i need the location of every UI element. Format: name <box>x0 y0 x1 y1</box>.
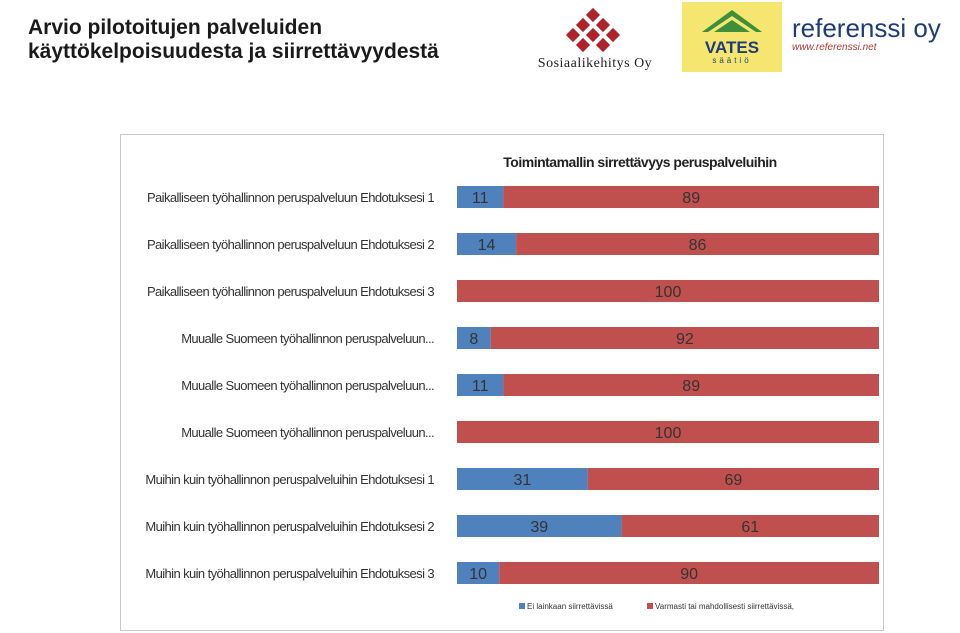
vates-logo: VATES säätiö <box>682 2 782 72</box>
bar-segment-not-transferable <box>457 468 588 490</box>
bar-segment-not-transferable <box>457 186 504 208</box>
bar-segment-not-transferable <box>457 562 500 584</box>
data-label: 100 <box>655 425 682 442</box>
bar-segment-transferable <box>587 468 879 490</box>
sosiaalikehitys-name: Sosiaalikehitys Oy <box>537 56 653 71</box>
data-label: 11 <box>472 378 489 395</box>
data-label: 39 <box>530 519 548 536</box>
data-label: 11 <box>472 190 489 207</box>
category-label: Paikalliseen työhallinnon peruspalveluun… <box>147 237 434 252</box>
category-label: Muihin kuin työhallinnon peruspalveluihi… <box>145 472 434 487</box>
vates-roof-icon <box>702 10 762 32</box>
bar-segment-transferable <box>457 280 879 302</box>
referenssi-url: www.referenssi.net <box>792 42 877 53</box>
category-label: Muualle Suomeen työhallinnon peruspalvel… <box>181 331 434 346</box>
category-label: Muualle Suomeen työhallinnon peruspalvel… <box>181 425 434 440</box>
legend-swatch <box>519 603 525 609</box>
data-label: 89 <box>682 190 700 207</box>
referenssi-logo: referenssi oy www.referenssi.net <box>792 14 952 64</box>
chart-title: Toimintamallin sirrettävyys peruspalvelu… <box>503 154 776 170</box>
legend-label: Varmasti tai mahdollisesti siirrettäviss… <box>655 602 794 611</box>
data-label: 69 <box>725 472 743 489</box>
data-label: 61 <box>741 519 759 536</box>
slide-title-line1: Arvio pilotoitujen palveluiden <box>28 16 323 39</box>
chart-frame: Toimintamallin sirrettävyys peruspalvelu… <box>120 134 884 631</box>
sosiaalikehitys-logo: Sosiaalikehitys Oy <box>528 6 662 72</box>
data-label: 100 <box>655 284 682 301</box>
data-label: 89 <box>682 378 700 395</box>
legend-swatch <box>647 603 653 609</box>
category-label: Muihin kuin työhallinnon peruspalveluihi… <box>145 519 434 534</box>
referenssi-name: referenssi oy <box>792 13 941 43</box>
category-label: Muualle Suomeen työhallinnon peruspalvel… <box>181 378 434 393</box>
slide-title-line2: käyttökelpoisuudesta ja siirrettävyydest… <box>28 40 439 63</box>
bar-segment-transferable <box>490 327 879 349</box>
category-label: Paikalliseen työhallinnon peruspalveluun… <box>147 284 434 299</box>
data-label: 10 <box>469 566 487 583</box>
bar-segment-transferable <box>621 515 879 537</box>
category-label: Muihin kuin työhallinnon peruspalveluihi… <box>145 566 434 581</box>
bar-segment-not-transferable <box>457 374 504 396</box>
bar-segment-not-transferable <box>457 515 622 537</box>
data-label: 14 <box>478 237 496 254</box>
bar-segment-transferable <box>516 233 879 255</box>
bar-segment-transferable <box>457 421 879 443</box>
data-label: 86 <box>689 237 707 254</box>
data-label: 8 <box>469 331 478 348</box>
data-label: 92 <box>676 331 694 348</box>
category-label: Paikalliseen työhallinnon peruspalveluun… <box>147 190 434 205</box>
bar-segment-transferable <box>503 374 879 396</box>
legend-label: Ei lainkaan siirrettävissä <box>527 602 613 611</box>
data-label: 31 <box>514 472 532 489</box>
bar-segment-not-transferable <box>457 327 491 349</box>
vates-name: VATES <box>704 38 760 57</box>
bar-segment-not-transferable <box>457 233 517 255</box>
diamond-logo-icon <box>565 7 621 53</box>
bar-chart: Toimintamallin sirrettävyys peruspalvelu… <box>145 154 879 611</box>
vates-sub: säätiö <box>712 56 752 65</box>
slide-title: Arvio pilotoitujen palveluiden käyttökel… <box>28 16 488 64</box>
data-label: 90 <box>680 566 698 583</box>
bar-segment-transferable <box>499 562 879 584</box>
bar-segment-transferable <box>503 186 879 208</box>
